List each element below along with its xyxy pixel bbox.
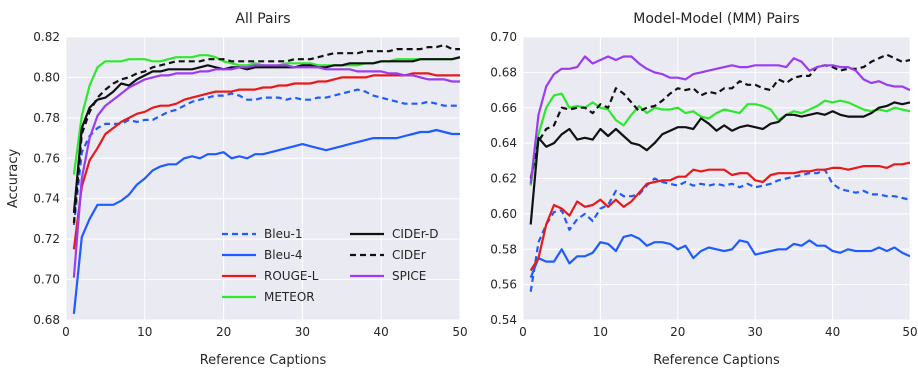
x-tick-label: 0 (62, 325, 70, 339)
y-tick-label: 0.78 (33, 111, 60, 125)
legend-entry-meteor: METEOR (222, 290, 315, 304)
chart-title: Model-Model (MM) Pairs (633, 11, 799, 27)
y-tick-label: 0.66 (490, 101, 517, 115)
y-tick-label: 0.72 (33, 232, 60, 246)
legend-label: METEOR (264, 290, 315, 304)
legend: Bleu-1 Bleu-4 ROUGE-L METEOR CIDEr-D CIDEr SPI… (222, 227, 438, 304)
legend-label: Bleu-1 (264, 227, 303, 241)
x-tick-label: 50 (902, 325, 917, 339)
x-tick-label: 40 (825, 325, 840, 339)
series-line-spice (529, 55, 910, 184)
y-tick-label: 0.68 (33, 313, 60, 327)
series-line-rouge-l (529, 161, 910, 272)
series-line-spice (72, 64, 460, 278)
y-tick-label: 0.58 (490, 242, 517, 256)
legend-entry-spice: SPICE (350, 269, 426, 283)
chart-title: All Pairs (235, 11, 290, 27)
y-tick-label: 0.80 (33, 70, 60, 84)
legend-entry-rouge-l: ROUGE-L (222, 269, 319, 283)
x-tick-label: 20 (670, 325, 685, 339)
grid (65, 36, 461, 321)
x-tick-label: 40 (374, 325, 389, 339)
chart-model-model-pairs: 0 10 20 30 40 50 0.54 0.56 0.58 0.60 0.62 0.64 0.66 0… (490, 11, 917, 368)
x-tick-label: 10 (137, 325, 152, 339)
x-tick-label: 0 (519, 325, 527, 339)
series-line-bleu-4 (72, 128, 460, 315)
series-line-cider (529, 53, 910, 179)
series-line-cider-d (529, 101, 910, 225)
legend-entry-cider: CIDEr (350, 248, 426, 262)
legend-label: CIDEr-D (392, 227, 438, 241)
series-line-bleu-1 (529, 168, 910, 292)
legend-entry-bleu-1: Bleu-1 (222, 227, 303, 241)
legend-label: Bleu-4 (264, 248, 303, 262)
legend-label: SPICE (392, 269, 426, 283)
y-tick-label: 0.74 (33, 192, 60, 206)
x-tick-label: 50 (452, 325, 467, 339)
legend-label: CIDEr (392, 248, 426, 262)
x-tick-label: 30 (748, 325, 763, 339)
series-line-bleu-4 (529, 234, 910, 279)
y-tick-label: 0.54 (490, 313, 517, 327)
y-tick-label: 0.70 (33, 273, 60, 287)
x-tick-label: 30 (295, 325, 310, 339)
x-axis-label: Reference Captions (653, 353, 780, 368)
y-tick-label: 0.76 (33, 151, 60, 165)
y-tick-label: 0.62 (490, 172, 517, 186)
series-line-meteor (529, 92, 910, 186)
series-group (529, 53, 910, 292)
series-line-cider-d (72, 56, 460, 214)
x-tick-label: 10 (593, 325, 608, 339)
y-tick-label: 0.60 (490, 207, 517, 221)
x-tick-label: 20 (216, 325, 231, 339)
chart-all-pairs: 0 10 20 30 40 50 0.68 0.70 0.72 0.74 0.76 0.78 0.80 0… (6, 11, 468, 368)
y-tick-label: 0.56 (490, 278, 517, 292)
series-line-bleu-1 (72, 88, 460, 226)
x-axis-label: Reference Captions (200, 353, 327, 368)
y-tick-label: 0.70 (490, 30, 517, 44)
y-axis-label: Accuracy (6, 149, 21, 209)
legend-entry-bleu-4: Bleu-4 (222, 248, 303, 262)
y-tick-label: 0.68 (490, 65, 517, 79)
series-group (72, 43, 460, 315)
series-line-rouge-l (72, 72, 460, 250)
y-tick-label: 0.82 (33, 30, 60, 44)
grid (522, 36, 911, 321)
legend-label: ROUGE-L (264, 269, 319, 283)
y-tick-label: 0.64 (490, 136, 517, 150)
legend-entry-cider-d: CIDEr-D (350, 227, 438, 241)
